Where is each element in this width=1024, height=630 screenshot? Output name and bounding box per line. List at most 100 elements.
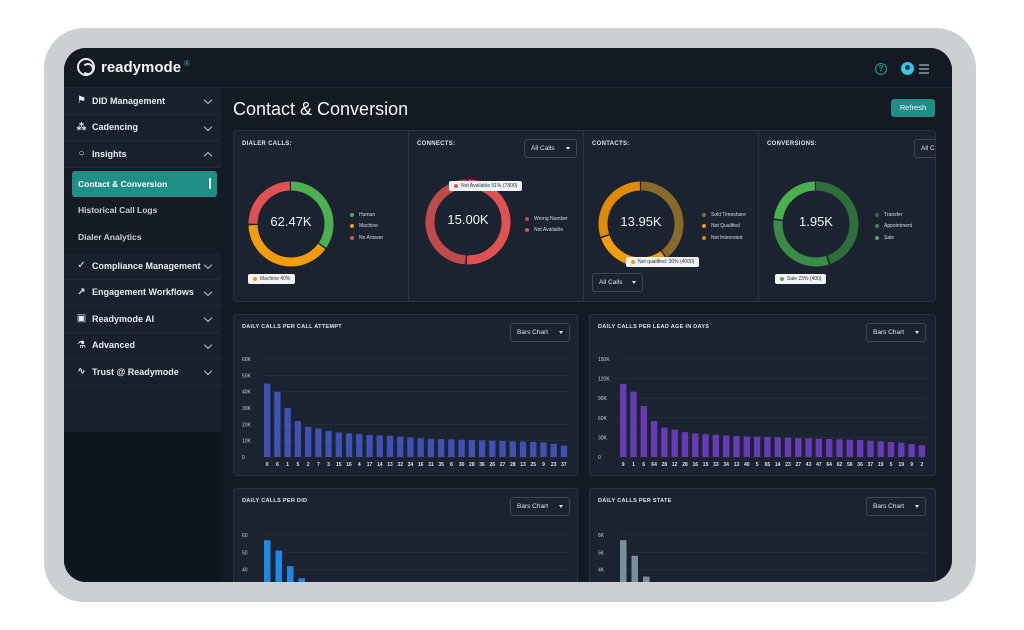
sidebar-item-insights[interactable]: ○ Insights xyxy=(64,141,221,168)
bar[interactable] xyxy=(753,436,761,457)
bar[interactable] xyxy=(733,436,740,457)
hamburger-icon[interactable] xyxy=(919,64,929,76)
bar[interactable] xyxy=(877,441,884,457)
chart-type-dropdown[interactable]: Bars Chart xyxy=(510,323,570,342)
bar[interactable] xyxy=(908,443,915,457)
bar[interactable] xyxy=(815,438,823,457)
bar[interactable] xyxy=(661,427,668,457)
bar[interactable] xyxy=(867,440,874,457)
sidebar-item-engagement-workflows[interactable]: ↗ Engagement Workflows xyxy=(64,280,221,306)
bar[interactable] xyxy=(723,435,730,457)
bar[interactable] xyxy=(345,433,353,457)
chart-type-dropdown[interactable]: Bars Chart xyxy=(510,497,570,516)
sidebar-item-readymode-ai[interactable]: ▣ Readymode AI xyxy=(64,306,221,333)
bar[interactable] xyxy=(836,439,843,457)
bar[interactable] xyxy=(774,437,781,457)
bar[interactable] xyxy=(702,434,709,457)
bar[interactable] xyxy=(264,540,271,582)
bar[interactable] xyxy=(846,439,853,457)
bar[interactable] xyxy=(325,430,332,457)
bar[interactable] xyxy=(437,439,445,457)
bar[interactable] xyxy=(650,421,658,457)
bar[interactable] xyxy=(275,550,283,582)
bar[interactable] xyxy=(397,436,404,457)
connects-filter-dropdown[interactable]: All Calls xyxy=(524,139,577,158)
bar[interactable] xyxy=(712,434,720,457)
bar[interactable] xyxy=(681,432,689,457)
bar[interactable] xyxy=(671,429,678,457)
bar[interactable] xyxy=(287,566,294,582)
bar[interactable] xyxy=(427,438,435,457)
donut-segment[interactable] xyxy=(425,179,511,265)
bar[interactable] xyxy=(356,434,363,457)
bar[interactable] xyxy=(264,383,271,458)
bar[interactable] xyxy=(692,433,699,457)
legend-dot xyxy=(350,224,354,229)
bar[interactable] xyxy=(304,426,312,457)
bar[interactable] xyxy=(519,441,527,457)
donut-segment[interactable] xyxy=(773,181,859,267)
contacts-filter-dropdown[interactable]: All Calls xyxy=(592,273,643,292)
donut-chart xyxy=(773,181,859,267)
chart-type-dropdown[interactable]: Bars Chart xyxy=(866,497,926,516)
bar[interactable] xyxy=(630,391,637,457)
bar[interactable] xyxy=(898,442,905,457)
sidebar-subitem-historical-call-logs[interactable]: Historical Call Logs xyxy=(78,205,158,216)
bar[interactable] xyxy=(499,440,506,457)
bar[interactable] xyxy=(274,391,281,457)
bar[interactable] xyxy=(887,441,895,457)
bar[interactable] xyxy=(294,421,302,457)
bar[interactable] xyxy=(376,435,383,457)
bar[interactable] xyxy=(298,578,306,582)
donut-segment[interactable] xyxy=(248,181,334,267)
readymode-logo[interactable]: readymode ® xyxy=(77,58,190,76)
chart-type-dropdown[interactable]: Bars Chart xyxy=(866,323,926,342)
conversions-filter-dropdown[interactable]: All Calls xyxy=(914,139,935,158)
bar[interactable] xyxy=(530,441,537,457)
bar[interactable] xyxy=(284,408,291,457)
donut-segment[interactable] xyxy=(248,181,334,267)
bar[interactable] xyxy=(417,438,424,457)
bar[interactable] xyxy=(335,432,342,458)
bar[interactable] xyxy=(643,576,650,582)
bar[interactable] xyxy=(743,436,750,457)
bar[interactable] xyxy=(550,443,557,457)
bar[interactable] xyxy=(805,438,812,457)
sidebar-subitem-dialer-analytics[interactable]: Dialer Analytics xyxy=(78,231,142,242)
bar[interactable] xyxy=(795,438,802,457)
sidebar-item-cadencing[interactable]: ⁂ Cadencing xyxy=(64,115,221,141)
bar[interactable] xyxy=(366,434,373,457)
bar[interactable] xyxy=(560,445,568,457)
bar[interactable] xyxy=(764,437,771,457)
bar[interactable] xyxy=(856,440,864,457)
bar[interactable] xyxy=(315,428,322,457)
kpi-title: CONNECTS: xyxy=(417,141,456,147)
sidebar-item-compliance-management[interactable]: ✓ Compliance Management xyxy=(64,253,221,280)
bar[interactable] xyxy=(458,439,465,457)
bar[interactable] xyxy=(478,440,486,457)
bar[interactable] xyxy=(918,445,926,457)
sidebar-subitem-contact-conversion[interactable]: Contact & Conversion xyxy=(72,170,217,197)
donut-segment[interactable] xyxy=(598,181,684,267)
donut-segment[interactable] xyxy=(773,181,859,267)
bar[interactable] xyxy=(489,440,496,457)
bar[interactable] xyxy=(826,439,833,457)
bar[interactable] xyxy=(784,437,792,457)
help-circle-icon[interactable]: ? xyxy=(875,63,887,75)
bar[interactable] xyxy=(386,435,394,457)
sidebar-item-advanced[interactable]: ⚗ Advanced xyxy=(64,333,221,359)
bar[interactable] xyxy=(448,439,455,457)
bar[interactable] xyxy=(509,441,516,457)
bar[interactable] xyxy=(640,406,647,457)
donut-segment[interactable] xyxy=(598,181,684,267)
bar[interactable] xyxy=(620,540,627,582)
bar[interactable] xyxy=(407,437,414,457)
sidebar-item-did-management[interactable]: ⚑ DID Management xyxy=(64,88,221,115)
bar[interactable] xyxy=(540,442,547,457)
bar[interactable] xyxy=(620,383,627,457)
bar[interactable] xyxy=(631,555,639,582)
bar[interactable] xyxy=(468,440,476,457)
refresh-button[interactable]: Refresh xyxy=(891,99,935,117)
user-avatar-icon[interactable] xyxy=(901,62,914,75)
sidebar-item-trust-readymode[interactable]: ∿ Trust @ Readymode xyxy=(64,359,221,386)
